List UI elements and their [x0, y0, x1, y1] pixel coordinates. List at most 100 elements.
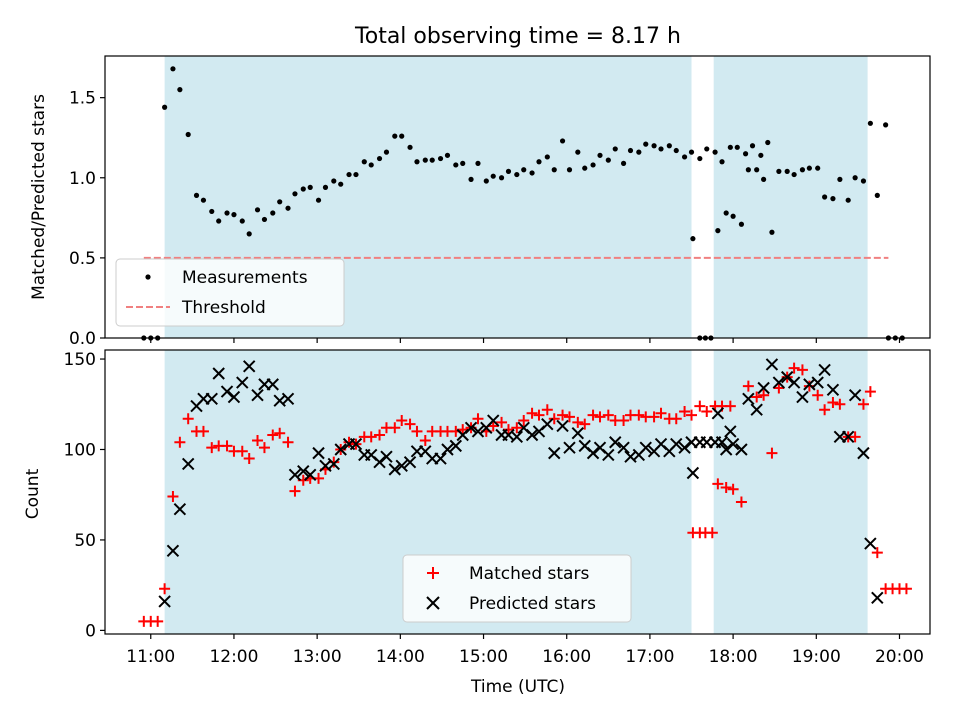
top-measurements-point [331, 178, 337, 184]
axes-layer: 0.0 0.5 1.0 1.5 0 50 100 150 11:00 12:00 13:00 14:0… [64, 55, 931, 667]
bottom-predicted-stars-point [220, 385, 234, 398]
bottom-predicted-stars-point [780, 370, 794, 384]
bottom-matched-stars-point [282, 436, 294, 448]
bottom-xtick-label: 13:00 [293, 647, 342, 667]
bottom-predicted-stars-point [212, 367, 225, 380]
top-measurements-point [643, 141, 649, 147]
bottom-xtick-label: 20:00 [875, 647, 924, 667]
bottom-xtick-label: 11:00 [126, 647, 175, 667]
bottom-predicted-stars-point [563, 441, 576, 454]
bottom-matched-stars-point [252, 434, 264, 446]
top-measurements-point [566, 167, 573, 173]
bottom-matched-stars-point [594, 411, 606, 423]
bottom-predicted-stars-point [556, 419, 569, 433]
bottom-predicted-stars-point [871, 591, 884, 605]
top-measurements-point [353, 171, 359, 178]
bottom-ytick-label: 0 [85, 621, 96, 641]
bottom-predicted-stars-point [242, 360, 256, 373]
bottom-matched-stars-point [758, 389, 770, 401]
bottom-predicted-stars-point [395, 459, 408, 472]
bottom-matched-stars-point [720, 481, 732, 493]
bottom-chart-ylabel: Count [23, 468, 43, 519]
bottom-matched-stars-point [864, 386, 876, 398]
top-measurements-point [521, 167, 527, 173]
top-measurements-point [422, 157, 428, 163]
bottom-matched-stars-point [167, 491, 179, 503]
bottom-predicted-stars-point [403, 455, 417, 469]
top-legend-box [115, 258, 345, 327]
top-measurements-point [738, 221, 745, 227]
top-measurements-point [745, 167, 751, 173]
bottom-predicted-stars-point [864, 537, 877, 550]
top-measurements-point [315, 197, 322, 203]
top-measurements-point [399, 133, 405, 139]
top-measurements-point [590, 162, 596, 168]
bottom-predicted-stars-point [349, 437, 363, 451]
top-ytick-label: 1.0 [69, 169, 96, 189]
bottom-predicted-stars-point [811, 376, 824, 389]
bottom-matched-stars-point [343, 436, 355, 448]
top-measurements-point [246, 231, 252, 237]
bottom-matched-stars-point [404, 418, 416, 430]
bottom-matched-stars-point [655, 407, 667, 419]
top-measurements-point [414, 159, 420, 165]
top-measurements-point [200, 197, 207, 203]
top-axes-frame [104, 55, 931, 339]
top-measurements-point [636, 149, 642, 155]
top-measurements-point [514, 171, 520, 178]
top-measurements-point [612, 146, 618, 152]
top-measurements-point [177, 87, 183, 93]
top-measurements-point [754, 167, 760, 173]
top-measurements-point [575, 149, 581, 155]
bottom-matched-stars-point [502, 424, 514, 436]
bottom-matched-stars-point [900, 583, 912, 595]
bottom-predicted-stars-point [388, 463, 401, 476]
top-measurements-point [224, 210, 230, 216]
top-measurements-point [769, 229, 775, 235]
bottom-predicted-stars-point [541, 417, 554, 431]
bottom-predicted-stars-point [609, 436, 622, 449]
bottom-predicted-stars-point [711, 407, 725, 420]
top-measurements-point [483, 178, 489, 184]
top-measurements-point [719, 159, 725, 165]
bottom-predicted-stars-point [548, 446, 561, 460]
bottom-matched-stars-point [727, 483, 739, 495]
top-measurements-point [536, 159, 542, 165]
bottom-matched-stars-point [724, 400, 736, 412]
bottom-predicted-stars-point [857, 446, 870, 460]
bottom-matched-stars-point [152, 615, 164, 627]
bottom-matched-stars-point [871, 547, 883, 559]
bottom-matched-stars-point [487, 420, 499, 432]
top-measurements-point [815, 165, 821, 171]
top-measurements-point [383, 149, 390, 155]
top-measurements-point [597, 152, 603, 158]
bottom-predicted-stars-point [251, 389, 264, 402]
bottom-matched-stars-point [236, 445, 248, 457]
bottom-matched-stars-point [419, 434, 431, 446]
bottom-matched-stars-point [472, 413, 484, 425]
top-measurements-point [300, 186, 306, 192]
bottom-matched-stars-point [670, 413, 682, 425]
bottom-matched-stars-point [563, 411, 575, 423]
bottom-predicted-stars-point [772, 376, 786, 389]
top-measurements-point [505, 168, 512, 174]
bottom-predicted-stars-point [639, 441, 652, 454]
bottom-predicted-stars-point [327, 457, 340, 471]
top-measurements-point [407, 144, 413, 150]
top-measurements-point [231, 212, 237, 218]
top-measurements-point [697, 155, 703, 162]
top-ytick-label: 1.5 [69, 89, 96, 109]
top-measurements-point [867, 120, 873, 126]
bottom-predicted-stars-point [304, 468, 317, 482]
legend-predicted-marker [426, 596, 440, 610]
bottom-predicted-stars-point [266, 378, 279, 391]
top-measurements-point [270, 210, 276, 216]
bottom-matched-stars-point [788, 362, 800, 374]
top-measurements-point [651, 143, 657, 149]
legend-matched-marker [427, 567, 439, 579]
bottom-predicted-stars-point [765, 358, 779, 371]
bottom-predicted-stars-point [742, 392, 755, 406]
top-measurements-point [490, 173, 496, 179]
bottom-predicted-stars-point [434, 452, 447, 465]
bottom-ytick-label: 150 [64, 350, 96, 370]
